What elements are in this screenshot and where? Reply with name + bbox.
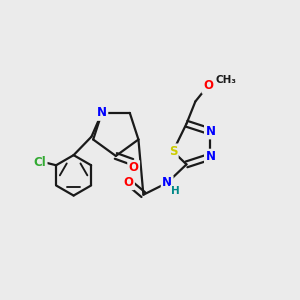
Text: N: N bbox=[97, 106, 107, 119]
Text: S: S bbox=[169, 145, 177, 158]
Text: Cl: Cl bbox=[33, 156, 46, 169]
Text: O: O bbox=[124, 176, 134, 189]
Text: H: H bbox=[171, 186, 180, 196]
Text: O: O bbox=[129, 161, 139, 174]
Text: N: N bbox=[206, 125, 215, 138]
Text: N: N bbox=[206, 150, 215, 163]
Text: O: O bbox=[203, 80, 213, 92]
Text: N: N bbox=[162, 176, 172, 189]
Text: CH₃: CH₃ bbox=[215, 75, 236, 85]
